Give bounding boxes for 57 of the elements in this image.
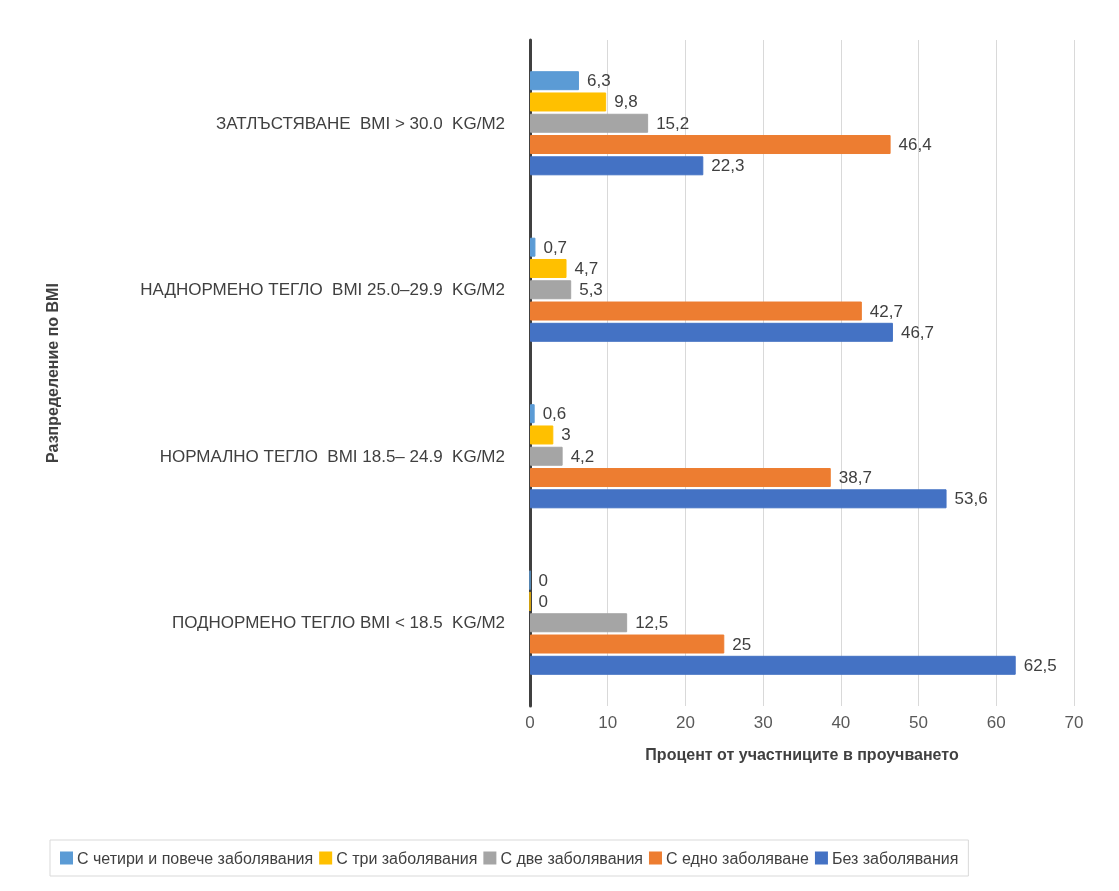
y-axis-title: Разпределение по BMI [43, 283, 61, 463]
x-tick-label: 20 [675, 713, 695, 732]
data-label: 38,7 [838, 468, 872, 488]
data-label: 9,8 [614, 92, 638, 112]
data-label: 6,3 [586, 71, 611, 91]
data-label: 12,5 [635, 613, 669, 633]
y-tick-label: НОРМАЛНО ТЕГЛО BMI 18.5– 24.9 KG/M2 [159, 446, 505, 466]
data-label: 25 [732, 634, 752, 654]
legend-label: С три заболявания [336, 849, 478, 867]
x-tick-label: 60 [986, 713, 1006, 732]
data-label: 0,6 [542, 404, 567, 424]
data-label: 3 [561, 425, 571, 445]
bar [530, 634, 725, 654]
data-label: 4,7 [574, 258, 599, 278]
data-label: 42,7 [869, 301, 903, 321]
bar [530, 613, 628, 633]
data-label: 22,3 [711, 156, 745, 176]
bar [530, 425, 554, 445]
x-tick-label: 40 [831, 713, 851, 732]
x-tick-label: 0 [525, 713, 535, 732]
bar [530, 655, 1016, 675]
bar [530, 156, 704, 176]
data-label: 4,2 [570, 446, 595, 466]
bar [530, 468, 831, 488]
bar [530, 258, 567, 278]
bar [530, 135, 891, 155]
y-tick-label: НАДНОРМЕНО ТЕГЛО BMI 25.0–29.9 KG/M2 [140, 280, 505, 300]
x-axis-title: Процент от участниците в проучването [645, 745, 959, 763]
bar [530, 322, 893, 342]
data-label: 46,7 [900, 322, 935, 342]
bar [530, 404, 535, 424]
bar [530, 92, 607, 112]
data-label: 62,5 [1023, 655, 1057, 675]
bar [530, 301, 862, 321]
x-tick-label: 70 [1064, 713, 1084, 732]
y-tick-label: ЗАТЛЪСТЯВАНЕ BMI > 30.0 KG/M2 [215, 113, 505, 133]
data-label: 53,6 [954, 489, 988, 509]
bar [530, 280, 572, 300]
bar [530, 446, 563, 466]
data-label: 15,2 [656, 113, 690, 133]
bar [530, 113, 649, 133]
legend-label: С едно заболяване [665, 849, 810, 867]
data-label: 0 [538, 570, 548, 590]
x-tick-label: 10 [598, 713, 618, 732]
bar [530, 237, 536, 257]
legend-label: С четири и повече заболявания [77, 849, 314, 867]
x-tick-label: 50 [909, 713, 929, 732]
y-tick-label: ПОДНОРМЕНО ТЕГЛО BMI < 18.5 KG/M2 [171, 613, 505, 633]
legend-label: Без заболявания [831, 849, 959, 867]
data-label: 0 [538, 591, 548, 611]
bar [530, 71, 579, 91]
data-label: 46,4 [898, 135, 932, 155]
legend-label: С две заболявания [500, 849, 643, 867]
x-tick-label: 30 [753, 713, 773, 732]
data-label: 0,7 [543, 237, 568, 257]
data-label: 5,3 [579, 280, 603, 300]
bar [530, 489, 947, 509]
